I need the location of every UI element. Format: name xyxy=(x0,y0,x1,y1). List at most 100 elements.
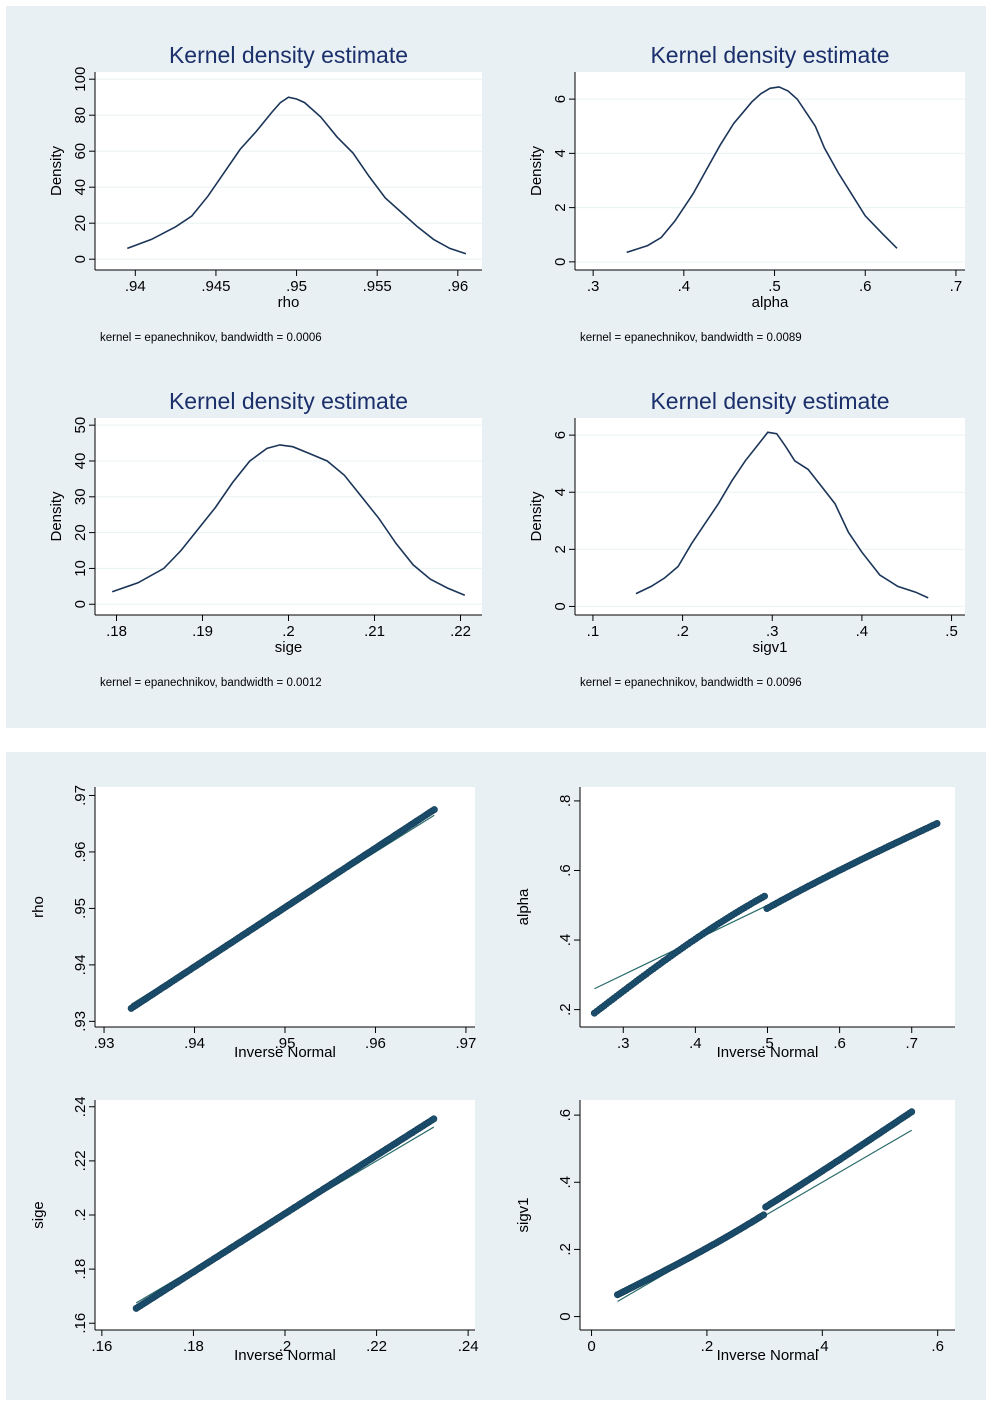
x-tick-label: .5 xyxy=(768,278,781,295)
x-tick-label: .4 xyxy=(856,623,869,640)
y-tick-label: 0 xyxy=(557,1312,574,1320)
y-tick-label: 20 xyxy=(72,524,89,541)
bandwidth-note: kernel = epanechnikov, bandwidth = 0.001… xyxy=(100,677,322,689)
bandwidth-note: kernel = epanechnikov, bandwidth = 0.008… xyxy=(580,332,802,344)
x-axis-label: rho xyxy=(278,294,300,311)
y-tick-label: 0 xyxy=(552,258,569,266)
qq-point xyxy=(908,1108,916,1116)
x-tick-label: .22 xyxy=(366,1338,387,1355)
x-tick-label: .2 xyxy=(279,1338,292,1355)
x-tick-label: .4 xyxy=(678,278,691,295)
y-tick-label: 2 xyxy=(552,203,569,211)
y-tick-label: .97 xyxy=(72,785,89,806)
y-tick-label: .6 xyxy=(557,864,574,877)
qq-point xyxy=(760,1211,768,1219)
x-tick-label: .94 xyxy=(125,278,146,295)
kde-chart-Density: .94 .945 .95 .955 .96 0 20 40 60 80 100 Kernel dens… xyxy=(48,42,482,344)
plot-area xyxy=(95,418,482,615)
x-tick-label: .2 xyxy=(282,623,295,640)
y-axis-label: Density xyxy=(48,145,65,196)
density-curve xyxy=(127,96,467,255)
chart-title: Kernel density estimate xyxy=(650,42,889,68)
y-tick-label: 10 xyxy=(72,560,89,577)
x-axis-label: Inverse Normal xyxy=(717,1347,819,1364)
y-tick-label: .94 xyxy=(72,954,89,975)
y-tick-label: .6 xyxy=(557,1109,574,1122)
x-tick-label: .945 xyxy=(201,278,230,295)
x-tick-label: .96 xyxy=(447,278,468,295)
x-tick-label: .2 xyxy=(701,1338,714,1355)
y-tick-label: 40 xyxy=(72,453,89,470)
density-curve xyxy=(111,444,466,597)
y-tick-label: .24 xyxy=(72,1096,89,1117)
x-tick-label: .6 xyxy=(859,278,872,295)
density-curve xyxy=(626,86,898,254)
x-tick-label: .94 xyxy=(184,1035,205,1052)
y-axis-label: sige xyxy=(30,1201,47,1229)
y-tick-label: .95 xyxy=(72,898,89,919)
x-tick-label: .21 xyxy=(364,623,385,640)
plot-area xyxy=(575,418,965,615)
x-tick-label: .7 xyxy=(905,1035,918,1052)
x-tick-label: .5 xyxy=(945,623,958,640)
y-tick-label: 0 xyxy=(72,600,89,608)
x-axis-label: alpha xyxy=(752,294,789,311)
x-axis-label: Inverse Normal xyxy=(717,1044,819,1061)
x-tick-label: .3 xyxy=(617,1035,630,1052)
x-axis-label: sigv1 xyxy=(752,639,787,656)
x-tick-label: .95 xyxy=(286,278,307,295)
y-tick-label: 0 xyxy=(72,255,89,263)
y-tick-label: 6 xyxy=(552,431,569,439)
chart-title: Kernel density estimate xyxy=(169,42,408,68)
x-tick-label: .96 xyxy=(365,1035,386,1052)
y-axis-label: alpha xyxy=(515,888,532,925)
y-tick-label: .2 xyxy=(557,1003,574,1016)
x-axis-label: Inverse Normal xyxy=(234,1044,336,1061)
qq-plot-rho: .93 .94 .95 .96 .97 .93 .94 .95 .96 .97 Inverse No… xyxy=(30,785,476,1061)
kde-chart-Density: .18 .19 .2 .21 .22 0 10 20 30 40 50 Kernel density … xyxy=(48,388,482,689)
y-tick-label: 80 xyxy=(72,107,89,124)
y-axis-label: Density xyxy=(528,491,545,542)
x-tick-label: .4 xyxy=(689,1035,702,1052)
x-tick-label: .93 xyxy=(94,1035,115,1052)
x-tick-label: .7 xyxy=(950,278,963,295)
y-tick-label: 30 xyxy=(72,488,89,505)
qq-plot-sige: .16 .18 .2 .22 .24 .16 .18 .2 .22 .24 Inverse Norm… xyxy=(30,1096,479,1364)
plot-area xyxy=(575,72,965,270)
x-tick-label: .955 xyxy=(363,278,392,295)
y-tick-label: 0 xyxy=(552,602,569,610)
x-tick-label: .3 xyxy=(587,278,600,295)
y-tick-label: 50 xyxy=(72,417,89,434)
y-tick-label: .93 xyxy=(72,1011,89,1032)
x-tick-label: 0 xyxy=(587,1338,595,1355)
plot-area xyxy=(95,72,482,270)
density-curve xyxy=(635,431,929,599)
y-tick-label: 4 xyxy=(552,488,569,496)
y-tick-label: .16 xyxy=(72,1313,89,1334)
y-tick-label: .96 xyxy=(72,842,89,863)
y-tick-label: .22 xyxy=(72,1150,89,1171)
y-tick-label: 100 xyxy=(72,67,89,92)
x-tick-label: .3 xyxy=(766,623,779,640)
y-tick-label: .4 xyxy=(557,934,574,947)
y-tick-label: .8 xyxy=(557,795,574,808)
x-tick-label: .6 xyxy=(931,1338,944,1355)
x-tick-label: .6 xyxy=(833,1035,846,1052)
y-tick-label: 60 xyxy=(72,143,89,160)
bandwidth-note: kernel = epanechnikov, bandwidth = 0.009… xyxy=(580,677,802,689)
x-tick-label: .18 xyxy=(106,623,127,640)
y-tick-label: .2 xyxy=(72,1209,89,1222)
x-tick-label: .18 xyxy=(183,1338,204,1355)
y-tick-label: 20 xyxy=(72,215,89,232)
y-tick-label: .2 xyxy=(557,1243,574,1256)
x-tick-label: .2 xyxy=(676,623,689,640)
x-tick-label: .16 xyxy=(91,1338,112,1355)
y-tick-label: .18 xyxy=(72,1259,89,1280)
x-tick-label: .19 xyxy=(192,623,213,640)
y-axis-label: sigv1 xyxy=(515,1197,532,1232)
chart-title: Kernel density estimate xyxy=(169,388,408,414)
kde-chart-Density: .3 .4 .5 .6 .7 0 2 4 6 Kernel density estimate alp… xyxy=(528,42,965,344)
x-tick-label: .24 xyxy=(458,1338,479,1355)
x-axis-label: Inverse Normal xyxy=(234,1347,336,1364)
